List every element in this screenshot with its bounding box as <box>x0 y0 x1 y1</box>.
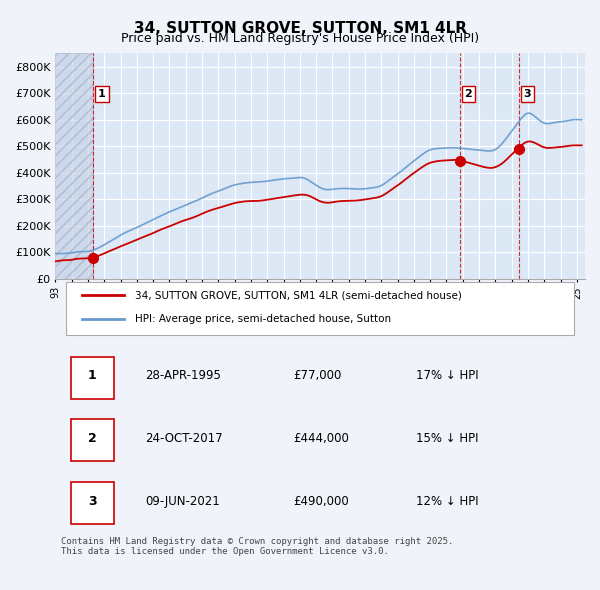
FancyBboxPatch shape <box>66 281 574 335</box>
Text: 34, SUTTON GROVE, SUTTON, SM1 4LR (semi-detached house): 34, SUTTON GROVE, SUTTON, SM1 4LR (semi-… <box>135 290 461 300</box>
Text: 09-JUN-2021: 09-JUN-2021 <box>145 494 220 507</box>
Text: 3: 3 <box>88 494 97 507</box>
FancyBboxPatch shape <box>71 357 113 399</box>
Polygon shape <box>55 53 93 278</box>
Text: 15% ↓ HPI: 15% ↓ HPI <box>416 432 478 445</box>
Text: HPI: Average price, semi-detached house, Sutton: HPI: Average price, semi-detached house,… <box>135 314 391 324</box>
FancyBboxPatch shape <box>71 482 113 524</box>
Text: 3: 3 <box>524 89 532 99</box>
Text: £490,000: £490,000 <box>293 494 349 507</box>
Text: 1: 1 <box>88 369 97 382</box>
Text: 17% ↓ HPI: 17% ↓ HPI <box>416 369 478 382</box>
Text: 1: 1 <box>98 89 106 99</box>
Text: 24-OCT-2017: 24-OCT-2017 <box>145 432 223 445</box>
Text: 2: 2 <box>464 89 472 99</box>
FancyBboxPatch shape <box>71 419 113 461</box>
Text: 34, SUTTON GROVE, SUTTON, SM1 4LR: 34, SUTTON GROVE, SUTTON, SM1 4LR <box>133 21 467 35</box>
Text: £77,000: £77,000 <box>293 369 342 382</box>
Text: Price paid vs. HM Land Registry's House Price Index (HPI): Price paid vs. HM Land Registry's House … <box>121 32 479 45</box>
Text: Contains HM Land Registry data © Crown copyright and database right 2025.
This d: Contains HM Land Registry data © Crown c… <box>61 537 453 556</box>
Text: 2: 2 <box>88 432 97 445</box>
Text: 12% ↓ HPI: 12% ↓ HPI <box>416 494 478 507</box>
Text: 28-APR-1995: 28-APR-1995 <box>145 369 221 382</box>
Text: £444,000: £444,000 <box>293 432 350 445</box>
